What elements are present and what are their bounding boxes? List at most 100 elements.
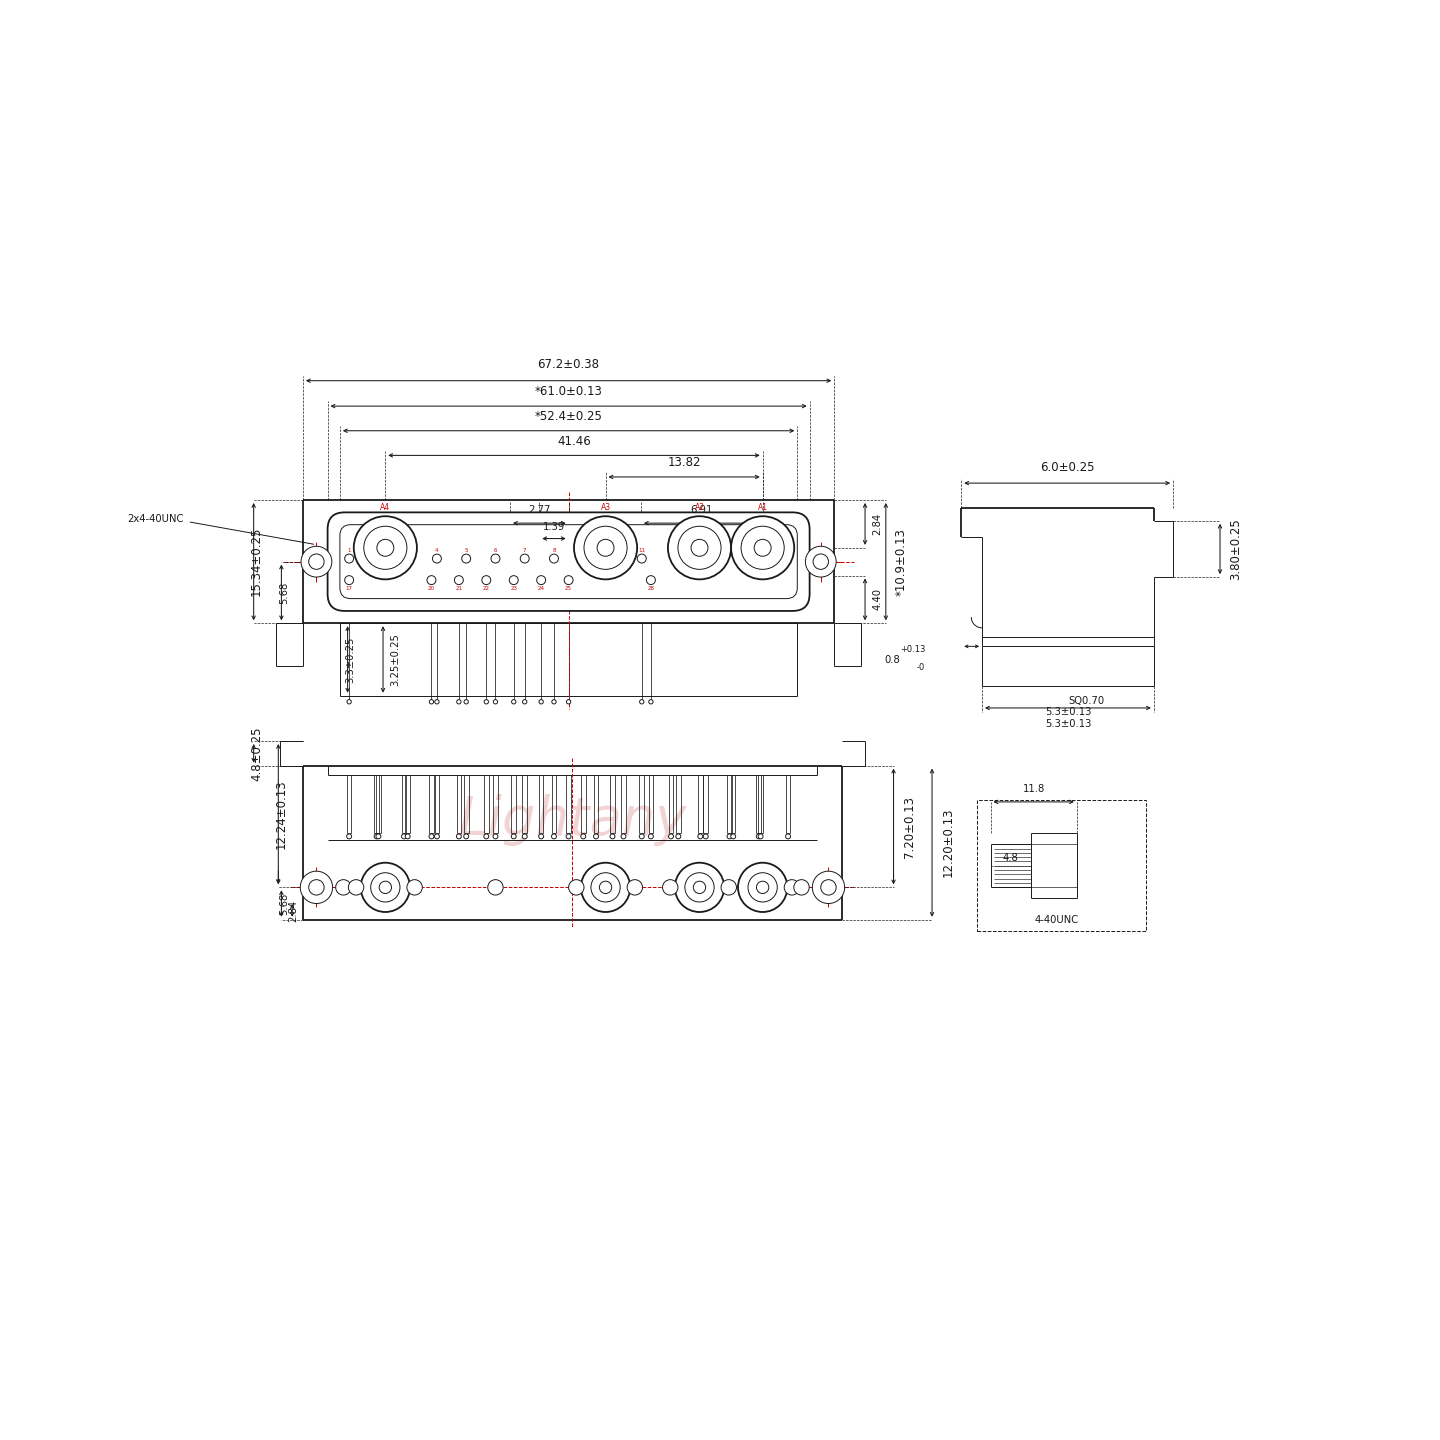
Circle shape [821, 880, 837, 896]
Circle shape [537, 576, 546, 585]
Circle shape [621, 834, 626, 840]
Circle shape [585, 526, 628, 569]
Circle shape [455, 576, 464, 585]
Circle shape [484, 700, 488, 704]
Circle shape [756, 834, 762, 840]
Text: 5.3±0.13: 5.3±0.13 [1045, 719, 1092, 729]
Text: 21: 21 [455, 586, 462, 592]
Text: 5.68: 5.68 [279, 893, 289, 914]
Circle shape [599, 881, 612, 893]
Circle shape [491, 554, 500, 563]
Circle shape [456, 700, 461, 704]
Circle shape [638, 554, 647, 563]
Text: 11: 11 [638, 547, 645, 553]
Circle shape [668, 516, 732, 579]
Circle shape [523, 834, 527, 840]
Circle shape [494, 700, 498, 704]
Circle shape [405, 834, 410, 840]
Text: 7: 7 [523, 547, 527, 553]
Circle shape [698, 834, 703, 840]
Circle shape [492, 834, 498, 840]
Text: 25: 25 [564, 586, 572, 592]
Text: 12.24±0.13: 12.24±0.13 [275, 779, 288, 850]
Circle shape [647, 576, 655, 585]
Circle shape [598, 540, 613, 556]
Text: 2.77: 2.77 [528, 505, 550, 516]
Circle shape [685, 873, 714, 901]
Circle shape [649, 700, 654, 704]
Text: *52.4±0.25: *52.4±0.25 [534, 410, 602, 423]
Circle shape [376, 834, 380, 840]
Circle shape [593, 834, 599, 840]
Circle shape [377, 540, 393, 556]
Text: 5.68: 5.68 [279, 582, 289, 603]
Text: A1: A1 [757, 504, 768, 513]
Text: 2.84: 2.84 [873, 513, 883, 536]
Text: 41.46: 41.46 [557, 435, 590, 448]
Text: 17: 17 [346, 586, 353, 592]
Circle shape [435, 700, 439, 704]
Text: 23: 23 [510, 586, 517, 592]
Text: -0: -0 [917, 664, 924, 672]
Circle shape [785, 880, 799, 896]
Text: 6.0±0.25: 6.0±0.25 [1040, 461, 1094, 474]
Text: 1: 1 [347, 547, 351, 553]
Text: 3.3±0.25: 3.3±0.25 [346, 636, 356, 683]
Circle shape [347, 700, 351, 704]
Circle shape [703, 834, 708, 840]
Circle shape [336, 880, 351, 896]
Circle shape [691, 540, 708, 556]
Text: A4: A4 [380, 504, 390, 513]
Text: 7.20±0.13: 7.20±0.13 [903, 795, 916, 858]
Circle shape [364, 526, 408, 569]
Circle shape [552, 834, 556, 840]
Text: *10.9±0.13: *10.9±0.13 [896, 527, 909, 596]
Text: 4.8: 4.8 [1002, 852, 1018, 863]
Circle shape [552, 700, 556, 704]
Circle shape [566, 700, 570, 704]
Circle shape [611, 834, 615, 840]
Circle shape [580, 834, 586, 840]
Circle shape [675, 863, 724, 912]
Circle shape [428, 576, 436, 585]
Text: 2x4-40UNC: 2x4-40UNC [127, 514, 184, 524]
Circle shape [347, 834, 351, 840]
Text: 13.82: 13.82 [667, 456, 701, 469]
Text: 5: 5 [465, 547, 468, 553]
Text: 28: 28 [648, 586, 654, 592]
Circle shape [344, 576, 354, 585]
Circle shape [348, 880, 364, 896]
Circle shape [756, 881, 769, 893]
Circle shape [354, 516, 418, 579]
Circle shape [575, 516, 636, 579]
Circle shape [590, 873, 621, 901]
Text: Lightany: Lightany [458, 793, 687, 845]
Circle shape [812, 871, 845, 903]
Circle shape [456, 834, 461, 840]
Text: +0.13: +0.13 [900, 645, 924, 654]
Circle shape [488, 880, 503, 896]
Circle shape [511, 700, 516, 704]
Circle shape [539, 834, 544, 840]
Circle shape [639, 834, 644, 840]
Circle shape [462, 554, 471, 563]
Text: 4: 4 [435, 547, 439, 553]
Circle shape [482, 576, 491, 585]
Circle shape [786, 834, 791, 840]
Circle shape [435, 834, 439, 840]
Circle shape [402, 834, 406, 840]
Circle shape [308, 880, 324, 896]
Circle shape [730, 834, 736, 840]
Bar [976, 801, 1146, 932]
Circle shape [523, 700, 527, 704]
Circle shape [550, 554, 559, 563]
Circle shape [539, 700, 543, 704]
Text: 8: 8 [552, 547, 556, 553]
Text: 4-40UNC: 4-40UNC [1034, 914, 1079, 924]
Circle shape [429, 700, 433, 704]
FancyBboxPatch shape [340, 524, 798, 599]
Text: 2.84: 2.84 [288, 900, 298, 922]
Circle shape [732, 516, 795, 579]
Text: 5.3±0.13: 5.3±0.13 [1045, 707, 1092, 717]
Circle shape [408, 880, 422, 896]
